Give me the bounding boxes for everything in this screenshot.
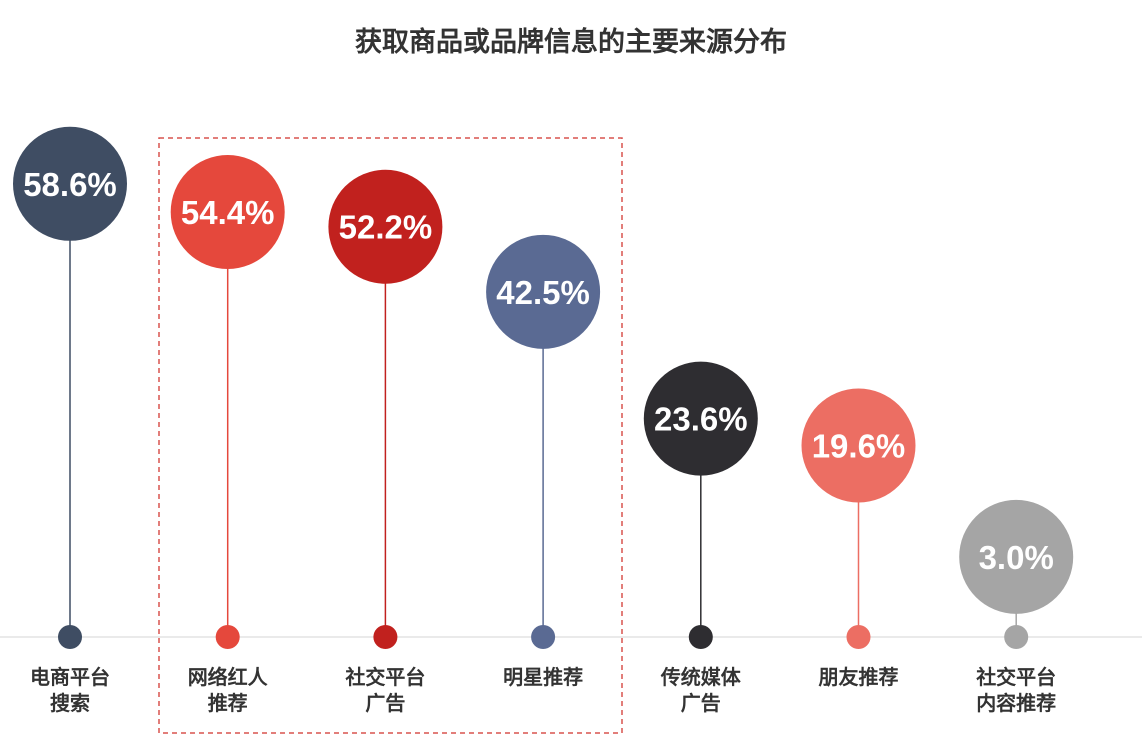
base-dot xyxy=(846,625,871,649)
category-label: 社交平台广告 xyxy=(345,665,426,715)
category-label: 明星推荐 xyxy=(503,665,584,689)
base-dot xyxy=(215,625,240,649)
category-label: 朋友推荐 xyxy=(818,665,899,689)
value-label: 58.6% xyxy=(23,166,117,203)
base-dot xyxy=(58,625,82,649)
bubble xyxy=(170,154,285,269)
value-label: 3.0% xyxy=(979,539,1054,576)
category-label: 网络红人推荐 xyxy=(187,665,268,715)
bubble xyxy=(328,169,443,284)
base-dot xyxy=(1004,625,1029,649)
chart-title: 获取商品或品牌信息的主要来源分布 xyxy=(355,27,787,58)
highlight-box xyxy=(158,137,623,734)
bubble xyxy=(486,234,601,349)
bubble xyxy=(959,499,1074,614)
base-dot xyxy=(531,625,556,649)
category-label: 社交平台内容推荐 xyxy=(976,665,1057,715)
category-label: 电商平台搜索 xyxy=(30,665,110,715)
bubble xyxy=(643,361,758,476)
value-label: 23.6% xyxy=(654,401,748,438)
category-label: 传统媒体广告 xyxy=(660,665,741,715)
bubble xyxy=(13,126,127,241)
value-label: 52.2% xyxy=(339,209,433,246)
value-label: 42.5% xyxy=(496,274,590,311)
value-label: 54.4% xyxy=(181,194,275,231)
value-label: 19.6% xyxy=(812,427,906,464)
bubble xyxy=(801,388,916,503)
base-dot xyxy=(688,625,713,649)
base-dot xyxy=(373,625,398,649)
